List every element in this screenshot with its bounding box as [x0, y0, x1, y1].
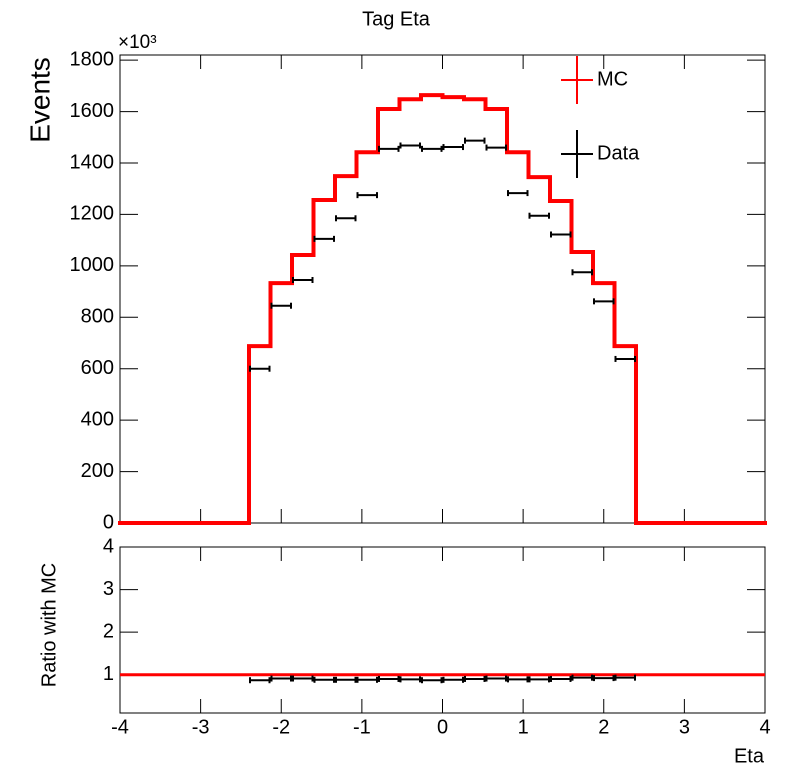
y-multiplier: ×10³: [118, 32, 157, 53]
x-tick-label: 1: [518, 716, 529, 738]
y-axis-label: Events: [24, 57, 55, 143]
y-tick-label: 1000: [70, 254, 115, 276]
y-tick-label: 1: [103, 663, 114, 685]
x-tick-label: 0: [437, 716, 448, 738]
plot-frame: [119, 546, 766, 714]
x-tick-label: 3: [679, 716, 690, 738]
chart-title: Tag Eta: [362, 8, 431, 30]
x-tick-label: -3: [192, 716, 210, 738]
y-tick-label: 400: [81, 408, 114, 430]
y-tick-label: 1600: [70, 100, 115, 122]
y-tick-label: 600: [81, 357, 114, 379]
x-axis-label: Eta: [734, 745, 765, 767]
y-tick-label: 1400: [70, 151, 115, 173]
y-tick-label: 200: [81, 460, 114, 482]
y-axis-label: Ratio with MC: [38, 563, 60, 687]
y-tick-label: 1200: [70, 203, 115, 225]
x-tick-label: -4: [111, 716, 129, 738]
y-tick-label: 3: [103, 578, 114, 600]
y-tick-label: 1800: [70, 48, 115, 70]
y-tick-label: 800: [81, 306, 114, 328]
plot-frame: [119, 54, 766, 524]
y-tick-label: 2: [103, 620, 114, 642]
x-tick-label: 4: [759, 716, 770, 738]
x-tick-label: 2: [598, 716, 609, 738]
legend-label: Data: [597, 142, 640, 164]
y-tick-label: 4: [103, 535, 114, 557]
x-tick-label: -1: [353, 716, 371, 738]
x-tick-label: -2: [272, 716, 290, 738]
legend-label: MC: [597, 68, 628, 90]
y-tick-label: 0: [103, 511, 114, 533]
